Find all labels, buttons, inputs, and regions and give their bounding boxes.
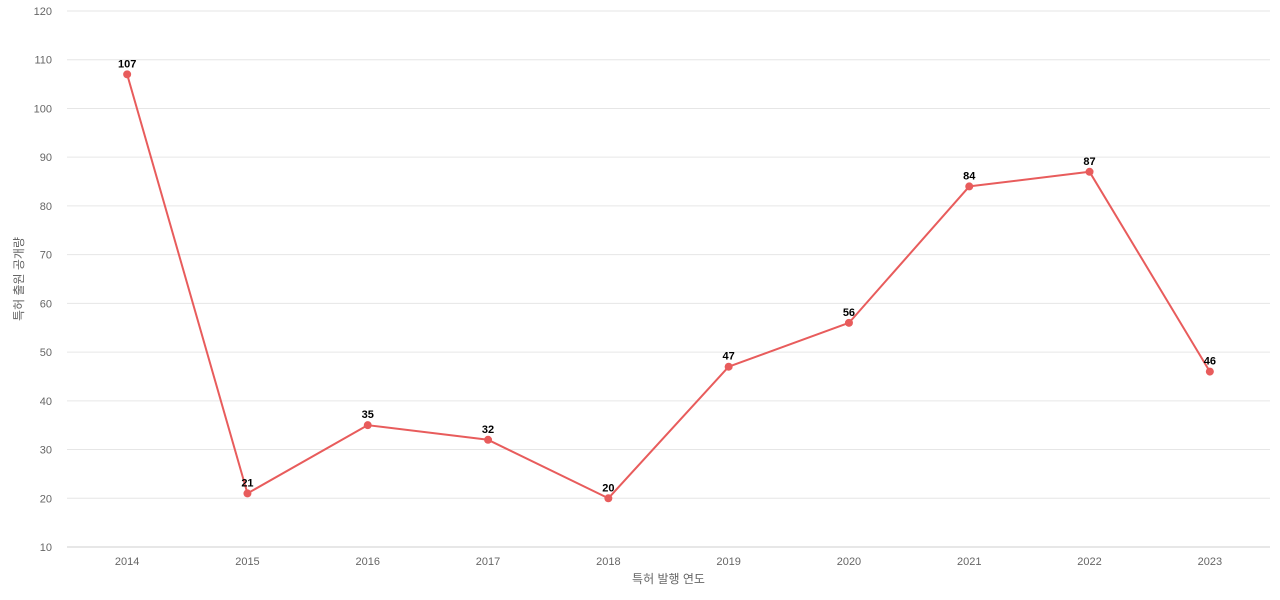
data-point[interactable] [844, 318, 853, 327]
x-tick-label: 2019 [716, 556, 740, 568]
x-tick-label: 2018 [596, 556, 620, 568]
y-tick-label: 110 [34, 55, 52, 67]
data-point[interactable] [1205, 367, 1214, 376]
x-tick-label: 2015 [235, 556, 259, 568]
y-tick-label: 10 [40, 542, 52, 554]
y-tick-label: 20 [40, 493, 52, 505]
data-point[interactable] [484, 435, 493, 444]
y-tick-label: 100 [34, 103, 52, 115]
grid-lines [67, 10, 1270, 499]
data-label: 21 [241, 477, 253, 489]
y-tick-label: 70 [40, 250, 52, 262]
data-point[interactable] [724, 362, 733, 371]
series-group: 107 21 35 32 20 47 56 84 87 46 [118, 58, 1216, 503]
data-label: 107 [118, 58, 136, 70]
data-point[interactable] [243, 489, 252, 498]
y-axis-title: 특허 출원 공개량 [12, 237, 26, 321]
data-label: 20 [602, 482, 614, 494]
data-label: 47 [723, 351, 735, 363]
y-tick-label: 90 [40, 152, 52, 164]
x-tick-label: 2022 [1077, 556, 1101, 568]
x-tick-label: 2021 [957, 556, 981, 568]
data-label: 46 [1204, 356, 1216, 368]
data-point[interactable] [604, 494, 613, 503]
series-line [126, 74, 1211, 500]
data-point[interactable] [123, 70, 132, 79]
data-label: 32 [482, 424, 494, 436]
y-tick-label: 80 [40, 201, 52, 213]
data-label: 84 [963, 170, 976, 182]
data-point[interactable] [363, 421, 372, 430]
x-axis-title: 특허 발행 연도 [632, 571, 705, 586]
x-tick-label: 2014 [115, 556, 139, 568]
x-tick-label: 2017 [476, 556, 500, 568]
x-tick-label: 2023 [1198, 556, 1222, 568]
x-tick-label: 2020 [837, 556, 861, 568]
y-tick-label: 50 [40, 347, 52, 359]
y-tick-label: 60 [40, 298, 52, 310]
data-point[interactable] [965, 182, 974, 191]
y-tick-label: 40 [40, 396, 52, 408]
y-tick-label: 120 [34, 6, 52, 18]
data-label: 87 [1083, 156, 1095, 168]
x-tick-label: 2016 [356, 556, 380, 568]
y-axis-ticks: 10 20 30 40 50 60 70 80 90 100 110 120 [34, 6, 52, 554]
data-label: 56 [843, 307, 855, 319]
x-axis-ticks: 2014 2015 2016 2017 2018 2019 2020 2021 2022 2023 [115, 556, 1222, 568]
y-tick-label: 30 [40, 445, 52, 457]
data-point[interactable] [1085, 167, 1094, 176]
data-label: 35 [362, 409, 374, 421]
